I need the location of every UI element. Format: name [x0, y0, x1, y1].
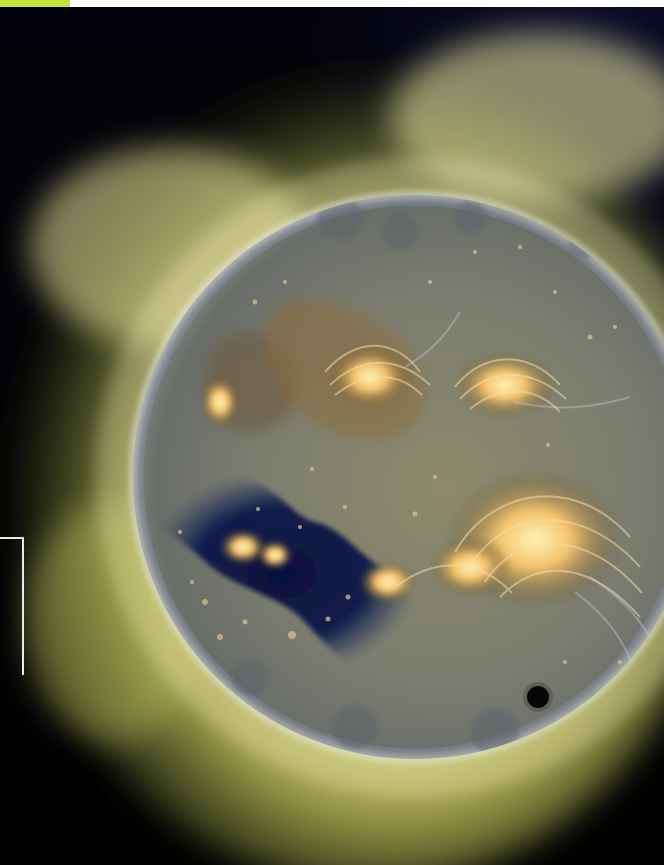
solar-image-canvas	[0, 7, 664, 865]
bracket-marker-icon	[0, 537, 24, 675]
planet-transit-icon	[523, 682, 553, 712]
top-border-strip	[0, 0, 664, 7]
solar-surface-detail	[145, 195, 656, 756]
top-accent-strip	[0, 0, 70, 7]
sun-illustration	[10, 32, 664, 865]
